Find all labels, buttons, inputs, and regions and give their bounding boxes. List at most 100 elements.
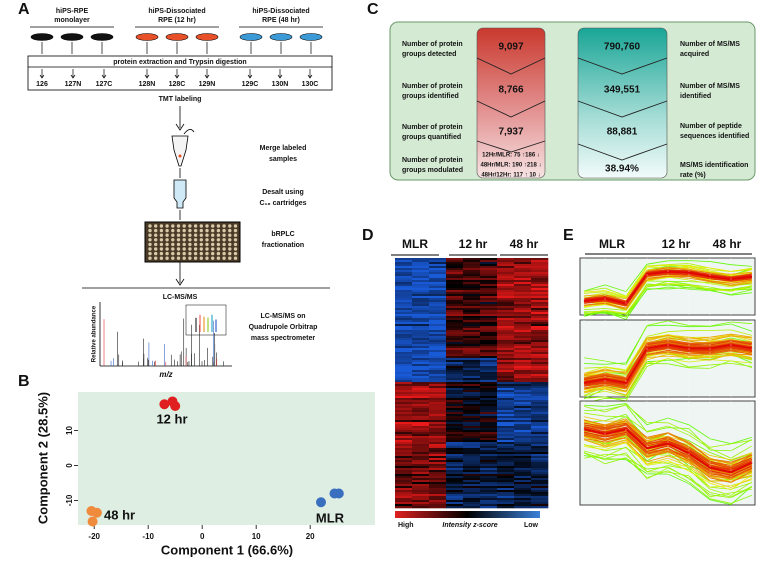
heat-cell	[429, 472, 447, 475]
heat-cell	[412, 358, 430, 361]
heat-cell	[395, 472, 413, 475]
well	[205, 242, 209, 247]
x-tick-label: 20	[306, 532, 315, 541]
heat-cell	[514, 290, 532, 293]
heat-cell	[412, 328, 430, 331]
heat-cell	[531, 422, 549, 425]
heat-cell	[531, 290, 549, 293]
well	[148, 256, 152, 260]
heat-cell	[429, 486, 447, 489]
heat-cell	[412, 346, 430, 349]
heat-cell	[463, 270, 481, 273]
heat-cell	[446, 472, 464, 475]
tube-cap	[183, 129, 195, 135]
heat-cell	[531, 328, 549, 331]
heat-cell	[395, 460, 413, 463]
column-label: 48 hr	[510, 237, 539, 251]
heat-cell	[412, 280, 430, 283]
heat-cell	[463, 310, 481, 313]
heat-cell	[480, 292, 498, 295]
heat-cell	[497, 294, 515, 297]
heat-cell	[463, 426, 481, 429]
heat-cell	[463, 458, 481, 461]
heat-cell	[514, 496, 532, 499]
well	[233, 233, 238, 237]
heat-cell	[412, 356, 430, 359]
heat-cell	[463, 378, 481, 381]
heat-cell	[463, 312, 481, 315]
arrow-head	[101, 74, 107, 79]
well	[211, 238, 215, 242]
panel-letter: B	[18, 373, 30, 390]
heat-cell	[446, 292, 464, 295]
heat-cell	[514, 452, 532, 455]
heat-cell	[480, 284, 498, 287]
heat-cell	[463, 388, 481, 391]
heat-cell	[446, 416, 464, 419]
heat-cell	[514, 474, 532, 477]
heat-cell	[514, 454, 532, 457]
modulated-count: 48Hr/MLR: 190 ↑218 ↓	[480, 163, 541, 169]
heat-cell	[446, 334, 464, 337]
heat-cell	[480, 300, 498, 303]
heat-cell	[412, 332, 430, 335]
heat-cell	[463, 394, 481, 397]
heat-cell	[429, 492, 447, 495]
heat-cell	[531, 462, 549, 465]
well	[199, 238, 203, 242]
heat-cell	[480, 506, 498, 509]
heat-cell	[429, 420, 447, 423]
heat-cell	[480, 360, 498, 363]
heat-cell	[497, 384, 515, 387]
heat-cell	[514, 412, 532, 415]
profile-line	[583, 424, 753, 469]
heat-cell	[446, 408, 464, 411]
heat-cell	[446, 428, 464, 431]
well	[154, 242, 158, 247]
heat-cell	[480, 358, 498, 361]
heat-cell	[497, 324, 515, 327]
dish	[195, 33, 219, 41]
heat-cell	[480, 424, 498, 427]
heat-cell	[429, 396, 447, 399]
heat-cell	[429, 352, 447, 355]
well	[188, 224, 192, 228]
heat-cell	[514, 388, 532, 391]
tube	[171, 135, 189, 167]
heat-cell	[531, 354, 549, 357]
group-label: hiPS-Dissociated	[252, 8, 309, 15]
heat-cell	[514, 492, 532, 495]
heat-cell	[412, 302, 430, 305]
heat-cell	[480, 480, 498, 483]
heat-cell	[463, 496, 481, 499]
heat-cell	[429, 382, 447, 385]
heat-cell	[514, 384, 532, 387]
well	[188, 228, 192, 233]
heat-cell	[395, 390, 413, 393]
heat-cell	[514, 432, 532, 435]
heat-cell	[531, 340, 549, 343]
heat-cell	[480, 276, 498, 279]
heat-cell	[480, 308, 498, 311]
heat-cell	[429, 390, 447, 393]
heat-cell	[531, 306, 549, 309]
heat-cell	[531, 356, 549, 359]
heat-cell	[446, 358, 464, 361]
heat-cell	[446, 282, 464, 285]
panel-letter: E	[563, 227, 574, 244]
heat-cell	[395, 406, 413, 409]
well	[176, 256, 181, 260]
heat-cell	[412, 466, 430, 469]
heat-cell	[497, 290, 515, 293]
dish	[299, 33, 323, 41]
heat-cell	[446, 454, 464, 457]
heat-cell	[395, 470, 413, 473]
heat-cell	[412, 286, 430, 289]
heat-cell	[395, 388, 413, 391]
heat-cell	[395, 276, 413, 279]
heat-cell	[531, 490, 549, 493]
heat-cell	[395, 468, 413, 471]
heat-cell	[395, 398, 413, 401]
heat-cell	[531, 424, 549, 427]
heat-cell	[497, 382, 515, 385]
